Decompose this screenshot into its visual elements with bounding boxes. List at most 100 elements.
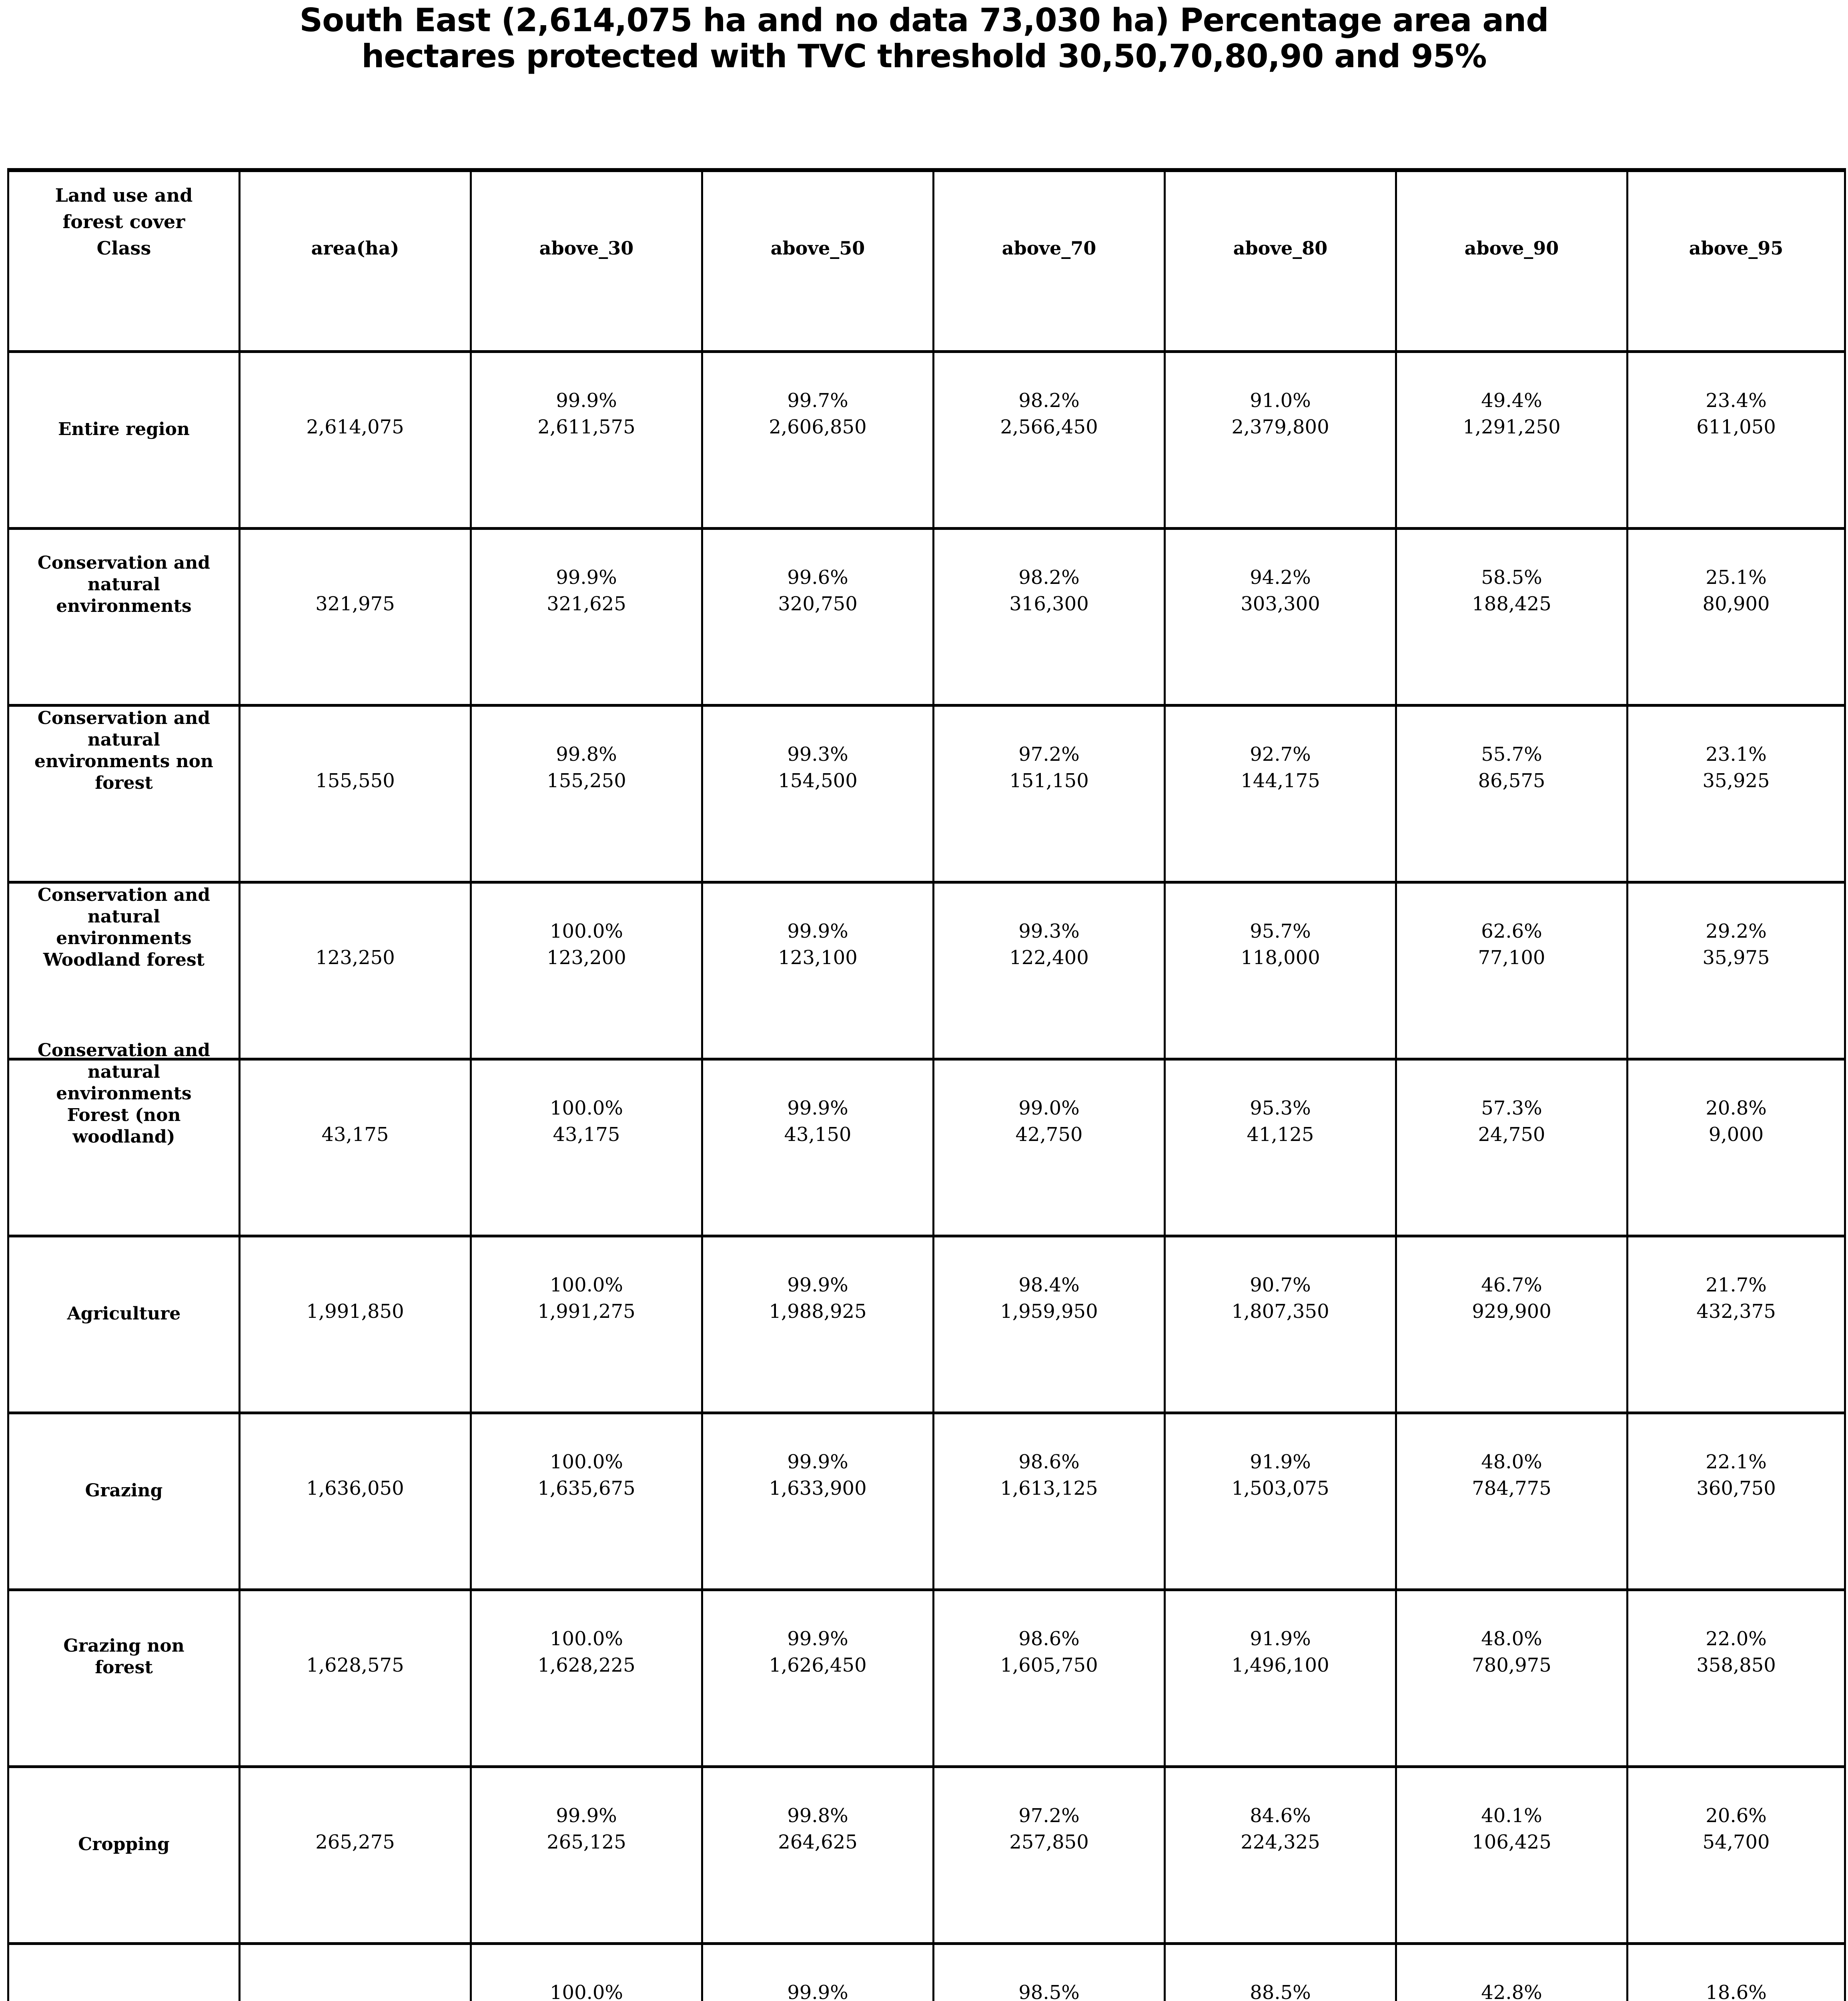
percent-value: 23.4%: [1706, 389, 1767, 412]
percent-value: 99.9%: [787, 1273, 848, 1296]
row-label: Agriculture: [67, 1303, 181, 1324]
value-cell-above-95: 23.1% 35,925: [1628, 707, 1844, 881]
hectares-value: 77,100: [1478, 946, 1545, 969]
value-cell-above-30: 99.9% 265,125: [472, 1768, 703, 1942]
percent-value: 20.8%: [1706, 1097, 1767, 1119]
area-value: 43,175: [321, 1123, 389, 1146]
value-cell-above-30: 100.0% 1,635,675: [472, 1414, 703, 1588]
value-cell-above-90: 42.8% 38,075: [1397, 1945, 1628, 2001]
value-cell-above-80: 88.5% 78,800: [1166, 1945, 1397, 2001]
table-row: Conservation and natural environments no…: [9, 707, 1844, 884]
value-cell-above-80: 84.6% 224,325: [1166, 1768, 1397, 1942]
value-cell-above-90: 40.1% 106,425: [1397, 1768, 1628, 1942]
percent-value: 58.5%: [1481, 566, 1542, 589]
hectares-value: 122,400: [1009, 946, 1089, 969]
hectares-value: 123,200: [547, 946, 626, 969]
percent-value: 99.9%: [787, 1981, 848, 2001]
header-label: above_95: [1689, 237, 1784, 259]
area-value: 1,628,575: [306, 1654, 404, 1676]
percent-value: 91.0%: [1250, 389, 1311, 412]
hectares-value: 1,991,275: [537, 1300, 635, 1323]
percent-value: 95.7%: [1250, 920, 1311, 942]
percent-value: 100.0%: [549, 1981, 623, 2001]
value-cell-above-50: 99.6% 320,750: [703, 530, 934, 704]
value-cell-above-70: 98.2% 316,300: [934, 530, 1166, 704]
value-cell-above-70: 98.6% 1,605,750: [934, 1591, 1166, 1765]
value-cell-above-30: 100.0% 1,991,275: [472, 1237, 703, 1412]
header-cell-above-80: above_80: [1166, 172, 1397, 350]
value-cell-above-50: 99.9% 1,988,925: [703, 1237, 934, 1412]
value-cell-above-95: 20.8% 9,000: [1628, 1061, 1844, 1235]
table-row: Agriculture 1,991,850 100.0% 1,991,275 9…: [9, 1237, 1844, 1414]
percent-value: 100.0%: [549, 1097, 623, 1119]
value-cell-above-80: 95.3% 41,125: [1166, 1061, 1397, 1235]
percent-value: 98.4%: [1018, 1273, 1080, 1296]
percent-value: 99.7%: [787, 389, 848, 412]
value-cell-above-70: 98.5% 87,675: [934, 1945, 1166, 2001]
value-cell-above-50: 99.9% 43,150: [703, 1061, 934, 1235]
data-table: Land use and forest cover Class area(ha)…: [7, 168, 1846, 2001]
value-cell-above-70: 98.6% 1,613,125: [934, 1414, 1166, 1588]
hectares-value: 432,375: [1696, 1300, 1776, 1323]
value-cell-above-30: 99.9% 2,611,575: [472, 353, 703, 527]
percent-value: 48.0%: [1481, 1627, 1542, 1650]
hectares-value: 151,150: [1009, 769, 1089, 792]
percent-value: 98.6%: [1018, 1450, 1080, 1473]
row-label: Cropping: [78, 1834, 170, 1855]
value-cell-above-80: 94.2% 303,300: [1166, 530, 1397, 704]
percent-value: 29.2%: [1706, 920, 1767, 942]
value-cell-above-90: 62.6% 77,100: [1397, 884, 1628, 1058]
header-label: above_90: [1464, 237, 1559, 259]
percent-value: 21.7%: [1706, 1273, 1767, 1296]
value-cell-above-95: 18.6% 16,600: [1628, 1945, 1844, 2001]
hectares-value: 1,291,250: [1463, 415, 1561, 438]
header-label: above_70: [1002, 237, 1096, 259]
value-cell-above-90: 55.7% 86,575: [1397, 707, 1628, 881]
table-row: Cropping 265,275 99.9% 265,125 99.8% 264…: [9, 1768, 1844, 1945]
percent-value: 99.3%: [1018, 920, 1080, 942]
hectares-value: 43,150: [784, 1123, 852, 1146]
percent-value: 99.8%: [787, 1804, 848, 1827]
percent-value: 25.1%: [1706, 566, 1767, 589]
hectares-value: 2,379,800: [1231, 415, 1329, 438]
hectares-value: 41,125: [1247, 1123, 1314, 1146]
percent-value: 40.1%: [1481, 1804, 1542, 1827]
hectares-value: 321,625: [547, 592, 626, 615]
hectares-value: 155,250: [547, 769, 626, 792]
table-row: Grazing non forest 1,628,575 100.0% 1,62…: [9, 1591, 1844, 1768]
percent-value: 99.9%: [787, 920, 848, 942]
percent-value: 88.5%: [1250, 1981, 1311, 2001]
percent-value: 22.1%: [1706, 1450, 1767, 1473]
hectares-value: 54,700: [1702, 1831, 1770, 1853]
value-cell-above-95: 21.7% 432,375: [1628, 1237, 1844, 1412]
area-cell: 89,050: [241, 1945, 472, 2001]
hectares-value: 35,975: [1702, 946, 1770, 969]
percent-value: 20.6%: [1706, 1804, 1767, 1827]
value-cell-above-80: 91.9% 1,503,075: [1166, 1414, 1397, 1588]
percent-value: 99.9%: [787, 1450, 848, 1473]
percent-value: 90.7%: [1250, 1273, 1311, 1296]
percent-value: 100.0%: [549, 1627, 623, 1650]
value-cell-above-90: 49.4% 1,291,250: [1397, 353, 1628, 527]
area-value: 321,975: [315, 592, 395, 615]
header-cell-above-50: above_50: [703, 172, 934, 350]
percent-value: 62.6%: [1481, 920, 1542, 942]
hectares-value: 780,975: [1472, 1654, 1551, 1676]
header-cell-above-70: above_70: [934, 172, 1166, 350]
percent-value: 99.9%: [556, 566, 617, 589]
row-label-cell: Conservation and natural environments Fo…: [9, 1040, 241, 1235]
table-row: Conservation and natural environments Wo…: [9, 884, 1844, 1061]
hectares-value: 144,175: [1241, 769, 1320, 792]
row-label-cell: Conservation and natural environments Wo…: [9, 884, 241, 1058]
percent-value: 99.0%: [1018, 1097, 1080, 1119]
hectares-value: 264,625: [778, 1831, 858, 1853]
value-cell-above-70: 98.2% 2,566,450: [934, 353, 1166, 527]
area-cell: 1,636,050: [241, 1414, 472, 1588]
percent-value: 49.4%: [1481, 389, 1542, 412]
percent-value: 99.9%: [556, 1804, 617, 1827]
hectares-value: 1,626,450: [769, 1654, 867, 1676]
area-cell: 2,614,075: [241, 353, 472, 527]
value-cell-above-30: 99.8% 155,250: [472, 707, 703, 881]
hectares-value: 224,325: [1241, 1831, 1320, 1853]
